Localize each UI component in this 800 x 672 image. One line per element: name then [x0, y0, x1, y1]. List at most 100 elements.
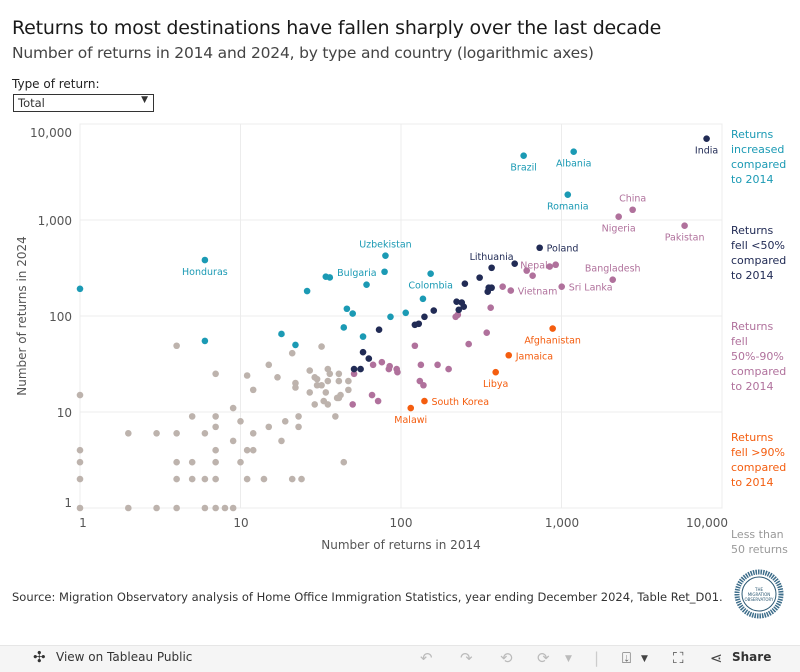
fullscreen-icon[interactable]: ⛶ — [673, 649, 684, 667]
data-point — [313, 375, 321, 383]
data-point — [311, 401, 319, 408]
svg-text:MIGRATION: MIGRATION — [748, 592, 771, 597]
point-label: Bangladesh — [585, 264, 641, 275]
revert-icon[interactable]: ⟲ — [500, 649, 513, 667]
data-point — [368, 391, 376, 399]
y-tick-label: 100 — [49, 310, 72, 324]
share-icon[interactable]: ⋖ — [710, 649, 723, 667]
data-point — [243, 372, 251, 379]
point-label: Vietnam — [518, 287, 558, 298]
data-point — [201, 504, 209, 512]
view-on-tableau-public-link[interactable]: View on Tableau Public — [56, 650, 193, 664]
legend-item: Returns fell 50%-90% compared to 2014 — [731, 319, 786, 394]
data-point — [292, 384, 299, 391]
data-point — [212, 458, 219, 466]
data-point — [188, 458, 196, 466]
data-point — [350, 370, 358, 378]
point-label: South Korea — [431, 397, 489, 408]
data-point — [125, 429, 132, 437]
data-point — [374, 397, 382, 405]
data-point — [382, 252, 389, 259]
data-point — [453, 298, 460, 305]
refresh-icon[interactable]: ⟳ — [537, 649, 550, 667]
data-point — [488, 264, 495, 272]
data-point — [243, 446, 251, 454]
x-tick-label: 1 — [79, 516, 87, 530]
data-point — [306, 389, 314, 396]
legend-item: Less than 50 returns — [731, 527, 788, 557]
data-point — [153, 504, 160, 512]
y-tick-label: 1 — [64, 496, 72, 510]
data-point — [445, 365, 452, 373]
type-of-return-dropdown[interactable]: Total ▼ — [13, 94, 154, 112]
dropdown-value: Total — [18, 96, 45, 110]
data-point — [421, 397, 428, 405]
point-label: Colombia — [408, 281, 453, 292]
data-point — [454, 311, 462, 319]
data-point — [349, 401, 356, 408]
data-point — [295, 423, 302, 431]
data-point — [278, 437, 285, 445]
legend-item-text: to 2014 — [731, 380, 774, 393]
data-point — [407, 404, 415, 412]
point-label: Poland — [547, 244, 579, 255]
legend-item-text: Less than — [731, 528, 784, 541]
data-point — [350, 365, 358, 373]
legend-item-text: compared — [731, 365, 787, 378]
filter-label: Type of return: — [12, 77, 100, 91]
redo-icon[interactable]: ↷ — [460, 649, 473, 667]
data-point — [324, 401, 332, 408]
point-label: Malawi — [394, 415, 427, 426]
data-point — [201, 475, 209, 483]
legend-item-text: fell — [731, 335, 748, 348]
point-label: Sri Lanka — [569, 283, 613, 294]
data-point — [507, 287, 515, 294]
undo-icon[interactable]: ↶ — [420, 649, 433, 667]
point-label: Uzbekistan — [359, 240, 411, 251]
data-point — [359, 333, 367, 340]
data-point — [570, 148, 577, 156]
share-button[interactable]: Share — [732, 650, 772, 664]
refresh-dropdown-icon[interactable]: ▼ — [565, 654, 572, 664]
data-point — [461, 280, 469, 287]
legend-item-text: compared — [731, 461, 787, 474]
legend-item: Returns fell <50% compared to 2014 — [731, 223, 786, 283]
source-note: Source: Migration Observatory analysis o… — [12, 590, 723, 604]
legend-item-text: fell >90% — [731, 446, 785, 459]
data-point — [125, 504, 132, 512]
x-tick-label: 1,000 — [545, 516, 579, 530]
point-label: Brazil — [510, 163, 537, 174]
data-point — [343, 305, 351, 313]
data-point — [326, 370, 334, 378]
data-point — [212, 423, 219, 431]
data-point — [402, 309, 410, 317]
data-point — [281, 418, 289, 425]
data-point — [288, 349, 296, 357]
y-axis-title: Number of returns in 2024 — [15, 236, 29, 395]
point-label: Albania — [556, 159, 591, 170]
data-point — [511, 260, 519, 267]
data-point — [335, 377, 343, 385]
data-point — [318, 381, 325, 389]
data-point — [306, 367, 314, 374]
data-point — [411, 342, 419, 350]
data-point — [420, 381, 427, 389]
point-label: India — [695, 146, 718, 157]
data-point — [419, 295, 427, 303]
data-point — [549, 325, 556, 332]
data-point — [460, 303, 468, 310]
data-point — [386, 362, 393, 370]
data-point — [201, 429, 209, 437]
download-icon[interactable]: ⍗ — [622, 649, 632, 667]
data-point — [417, 361, 425, 369]
data-point — [201, 256, 209, 264]
download-dropdown-icon[interactable]: ▼ — [641, 654, 648, 664]
legend-item-text: fell <50% — [731, 239, 785, 252]
tableau-logo-icon[interactable]: ✣ — [33, 648, 46, 666]
data-point — [434, 361, 441, 369]
y-tick-label: 1,000 — [38, 214, 72, 228]
data-point — [76, 285, 84, 293]
data-point — [243, 475, 251, 483]
legend-item: Returns fell >90% compared to 2014 — [731, 430, 786, 490]
data-point — [324, 377, 332, 385]
